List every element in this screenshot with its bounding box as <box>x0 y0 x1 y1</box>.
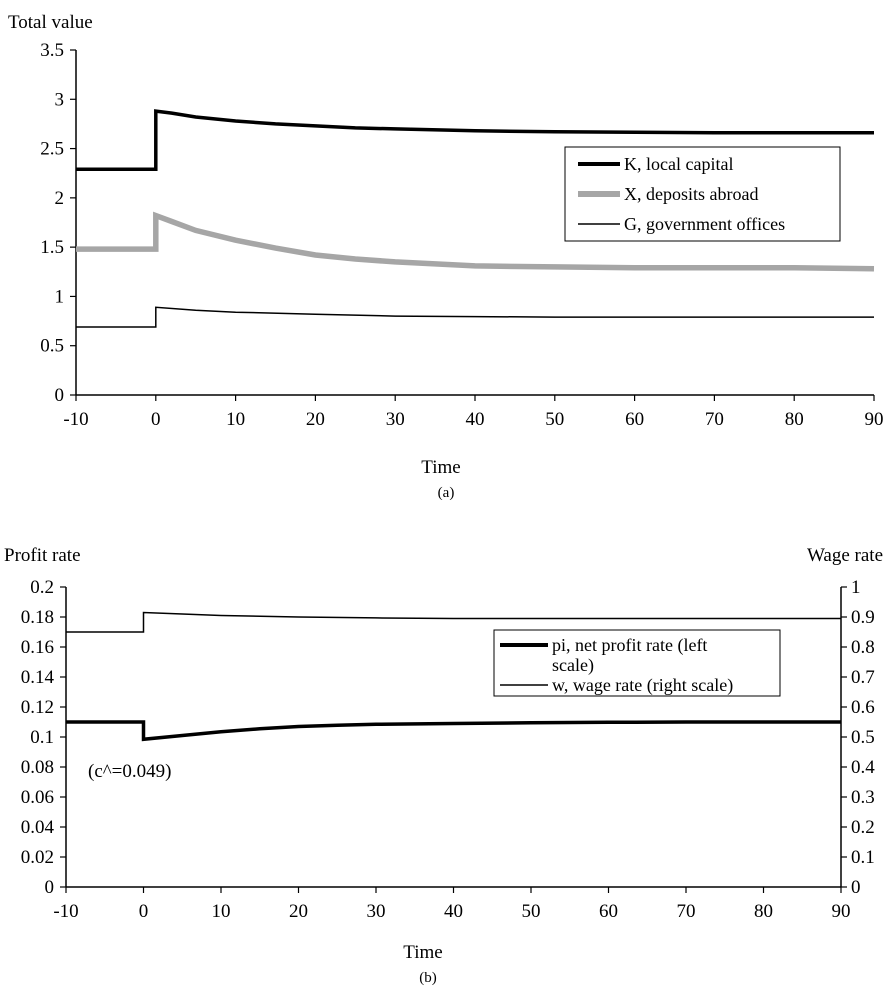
b-y2-tick-label: 0.8 <box>851 637 875 658</box>
chart-b-legend-label-pi-line1: pi, net profit rate (left <box>552 635 707 656</box>
b-x-tick-label: 80 <box>754 901 773 922</box>
chart-b-ylabel: Profit rate <box>4 545 81 566</box>
b-y-tick-label: 0.2 <box>30 577 54 598</box>
b-y2-tick-label: 0.3 <box>851 787 875 808</box>
a-x-tick-label: 0 <box>151 409 161 430</box>
b-y-tick-label: 0.02 <box>21 847 54 868</box>
chart-b-legend: pi, net profit rate (left scale) w, wage… <box>493 629 781 697</box>
b-y-tick-label: 0.1 <box>30 727 54 748</box>
a-y-tick-label: 1 <box>55 286 65 307</box>
b-x-tick-label: 30 <box>367 901 386 922</box>
b-x-tick-label: 0 <box>139 901 149 922</box>
b-x-tick-label: 70 <box>677 901 696 922</box>
b-y-tick-label: 0.12 <box>21 697 54 718</box>
a-x-tick-label: 20 <box>306 409 325 430</box>
b-y2-tick-label: 0.9 <box>851 607 875 628</box>
a-x-tick-label: 10 <box>226 409 245 430</box>
chart-b-legend-label-pi-line2: scale) <box>552 655 594 676</box>
chart-b-plot-area: -10 0 10 20 30 40 50 60 70 80 9000.020.040.060.080… <box>21 577 876 922</box>
chart-b-caption: (b) <box>419 970 437 986</box>
b-y2-tick-label: 1 <box>851 577 861 598</box>
b-y-tick-label: 0.14 <box>21 667 55 688</box>
chart-a-xlabel: Time <box>421 457 460 478</box>
a-x-tick-label: 90 <box>865 409 884 430</box>
b-x-tick-label: 40 <box>444 901 463 922</box>
b-y2-tick-label: 0.6 <box>851 697 875 718</box>
b-y-tick-label: 0.04 <box>21 817 55 838</box>
b-y2-tick-label: 0.7 <box>851 667 875 688</box>
b-x-tick-label: 10 <box>212 901 231 922</box>
chart-a-ylabel: Total value <box>8 12 93 33</box>
b-y2-tick-label: 0 <box>851 877 861 898</box>
b-x-tick-label: 90 <box>832 901 851 922</box>
chart-a-legend-label-x: X, deposits abroad <box>624 184 758 204</box>
chart-b-legend-label-w: w, wage rate (right scale) <box>552 675 733 696</box>
a-x-tick-label: 30 <box>386 409 405 430</box>
b-y2-tick-label: 0.5 <box>851 727 875 748</box>
a-series-2-line <box>76 306 874 328</box>
b-y-tick-label: 0.18 <box>21 607 54 628</box>
a-x-tick-label: -10 <box>63 409 88 430</box>
chart-a-plot-area: -10 0 10 20 30 40 50 60 70 80 90 0 0.5 1 1.5 2 2.5 3 3.5 <box>40 40 883 430</box>
b-y-tick-label: 0.16 <box>21 637 54 658</box>
a-x-tick-label: 50 <box>545 409 564 430</box>
b-x-tick-label: 50 <box>522 901 541 922</box>
a-x-tick-label: 70 <box>705 409 724 430</box>
a-series-0-line <box>76 109 874 172</box>
b-y-tick-label: 0.06 <box>21 787 54 808</box>
a-y-tick-label: 0.5 <box>40 336 64 357</box>
b-y2-tick-label: 0.4 <box>851 757 875 778</box>
b-y2-tick-label: 0.1 <box>851 847 875 868</box>
chart-a-caption: (a) <box>438 485 455 500</box>
a-y-tick-label: 3.5 <box>40 40 64 61</box>
b-y-tick-label: 0.08 <box>21 757 54 778</box>
b-x-tick-label: -10 <box>53 901 78 922</box>
chart-a-legend-label-g: G, government offices <box>624 214 785 234</box>
b-x-tick-label: 60 <box>599 901 618 922</box>
a-y-tick-label: 2 <box>55 188 65 209</box>
chart-b-annotation: (c^=0.049) <box>88 761 171 782</box>
chart-a-legend-label-k: K, local capital <box>624 154 733 174</box>
chart-b-y2label: Wage rate <box>807 545 883 566</box>
a-y-tick-label: 1.5 <box>40 237 64 258</box>
b-x-tick-label: 20 <box>289 901 308 922</box>
chart-b-legend-box <box>493 629 781 697</box>
a-x-tick-label: 80 <box>785 409 804 430</box>
a-x-tick-label: 60 <box>625 409 644 430</box>
a-y-tick-label: 3 <box>55 89 65 110</box>
a-series-1-line <box>76 211 875 272</box>
b-series-1-line <box>66 611 841 633</box>
b-y2-tick-label: 0.2 <box>851 817 875 838</box>
b-series-0-line <box>66 720 841 742</box>
chart-a: Total value Time (a) -10 0 10 20 30 40 50 60 70 8… <box>8 12 884 500</box>
b-y-tick-label: 0 <box>45 877 55 898</box>
a-y-tick-label: 2.5 <box>40 139 64 160</box>
chart-a-legend: K, local capital X, deposits abroad G, g… <box>564 146 841 242</box>
a-y-tick-label: 0 <box>55 385 65 406</box>
chart-b-xlabel: Time <box>403 942 442 963</box>
a-x-tick-label: 40 <box>466 409 485 430</box>
